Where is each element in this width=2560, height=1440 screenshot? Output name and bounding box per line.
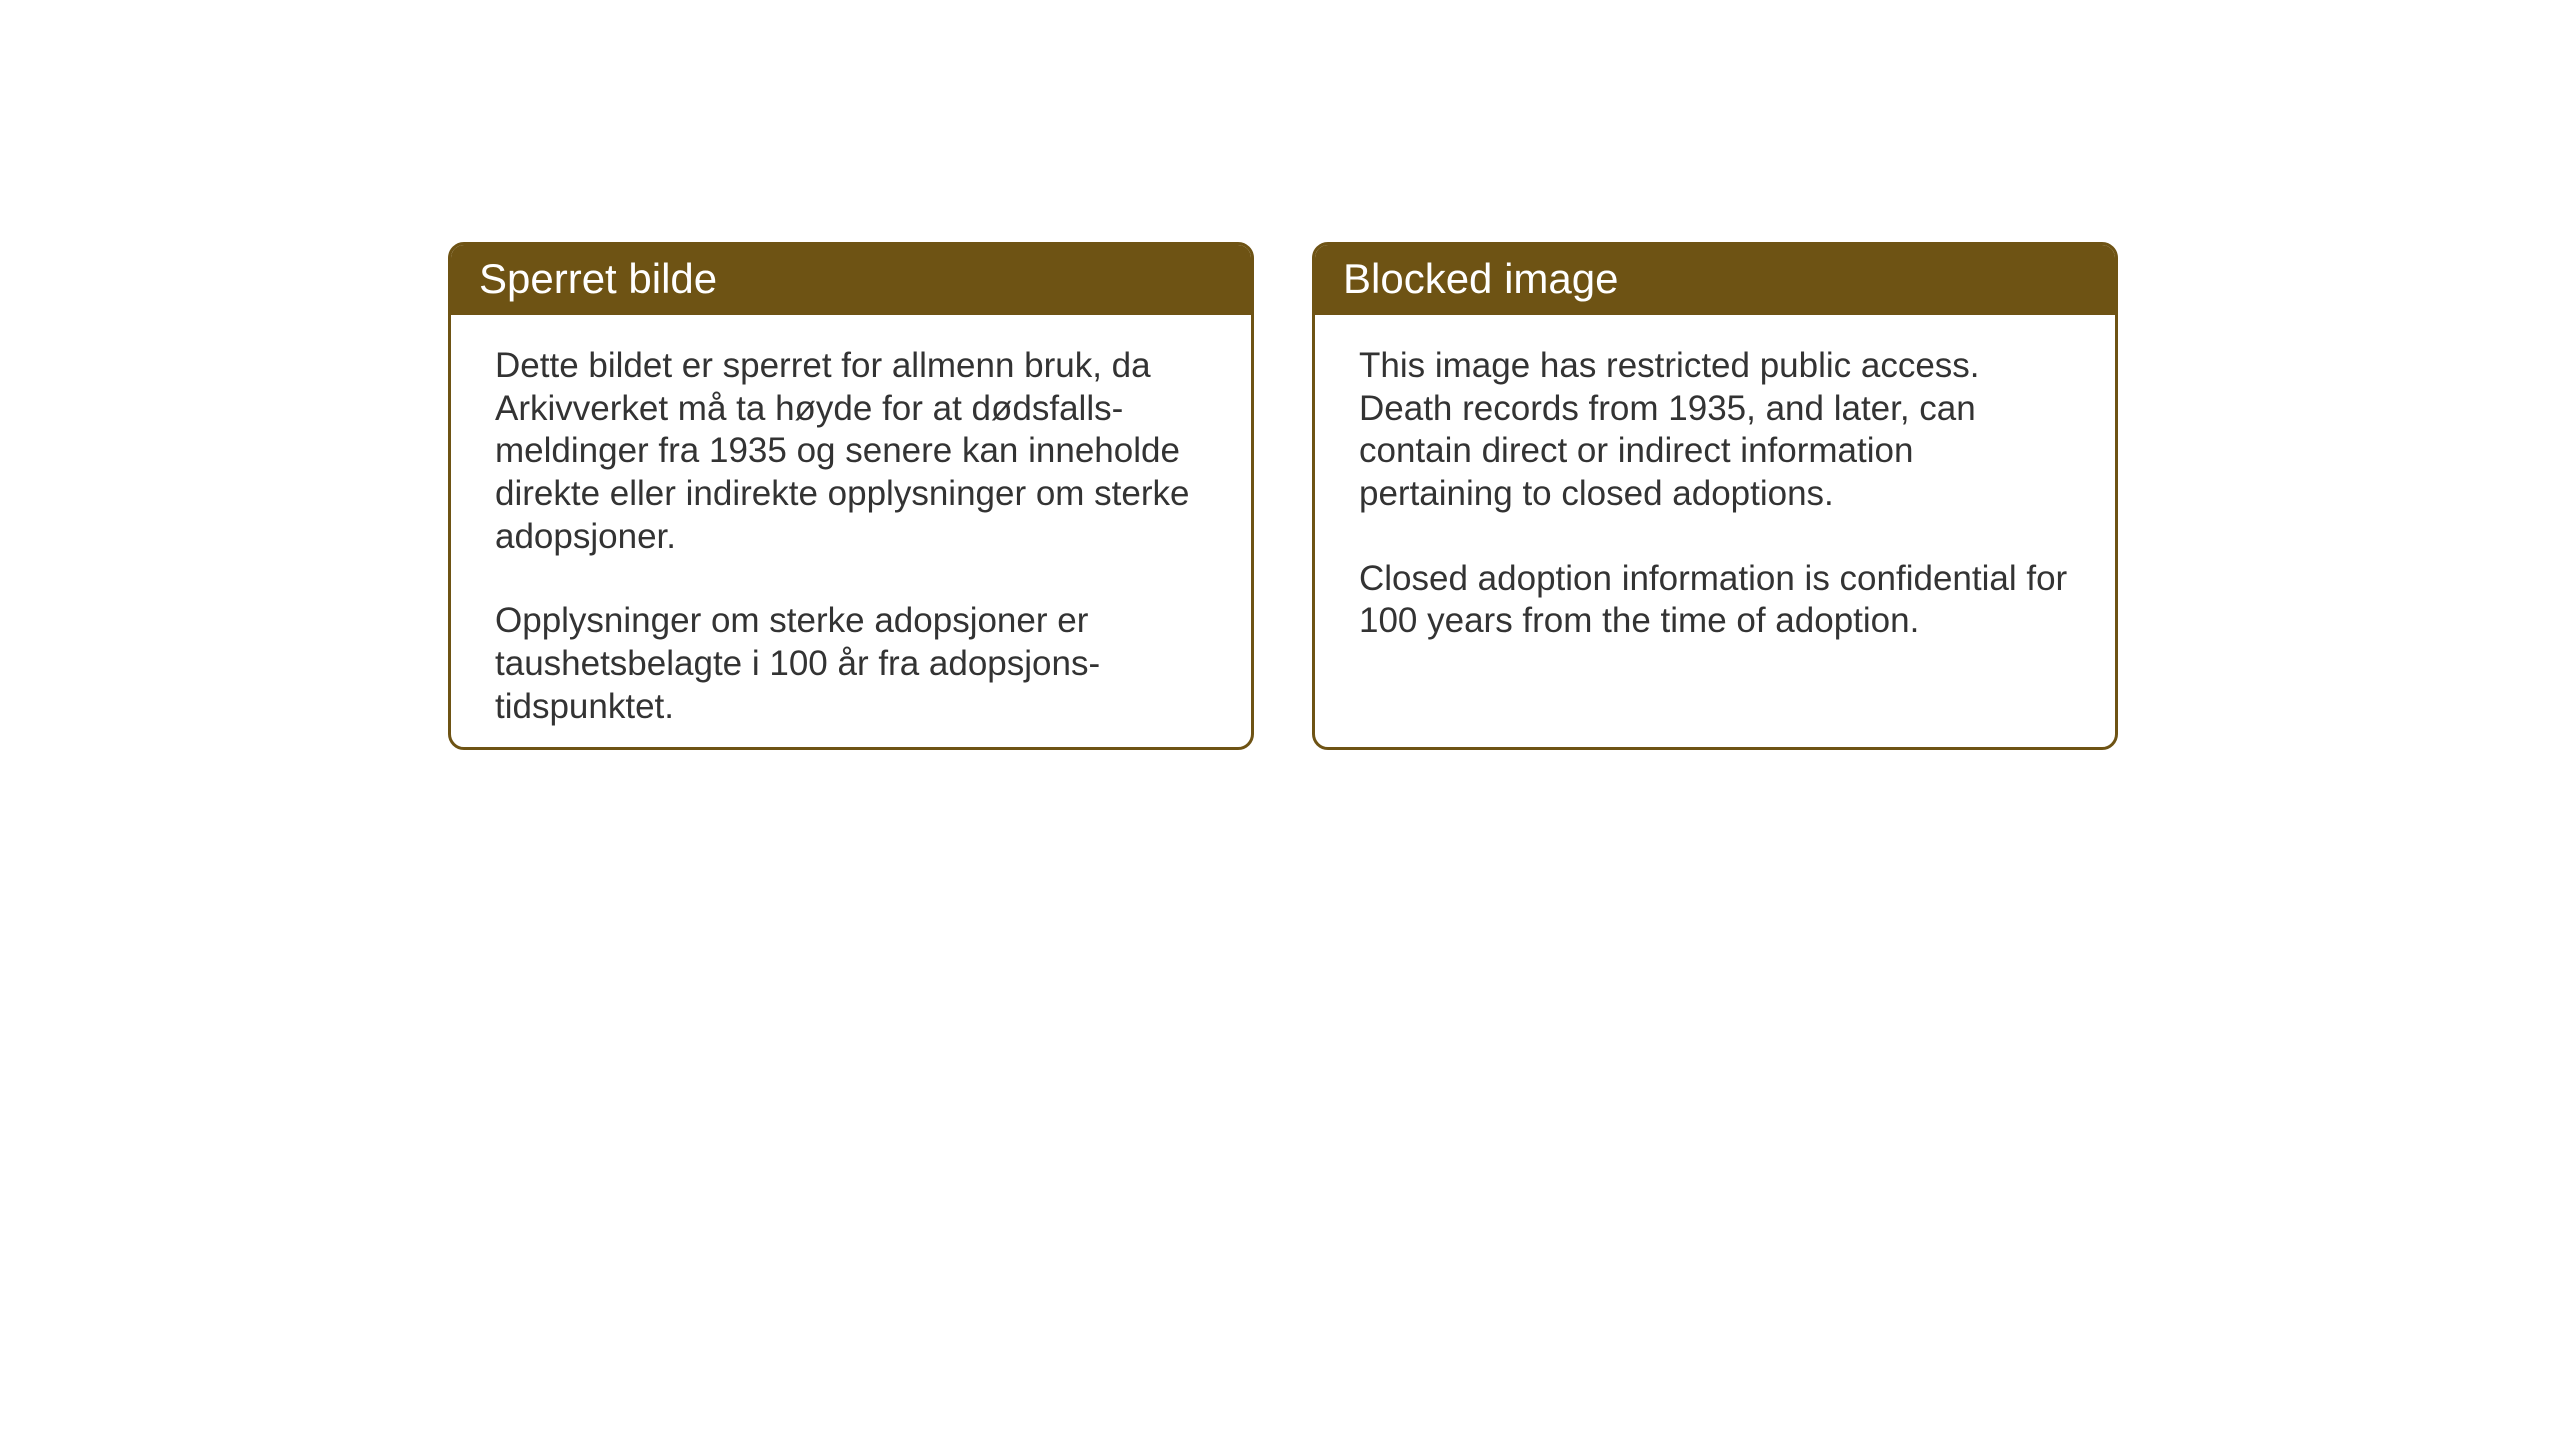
card-english-paragraph-1: This image has restricted public access.… [1359, 345, 2071, 516]
card-norwegian-header: Sperret bilde [451, 245, 1251, 315]
card-norwegian-paragraph-1: Dette bildet er sperret for allmenn bruk… [495, 345, 1207, 558]
cards-container: Sperret bilde Dette bildet er sperret fo… [448, 242, 2118, 750]
card-norwegian-body: Dette bildet er sperret for allmenn bruk… [451, 315, 1251, 750]
card-norwegian-paragraph-2: Opplysninger om sterke adopsjoner er tau… [495, 600, 1207, 728]
card-english-title: Blocked image [1343, 255, 1618, 302]
card-english-body: This image has restricted public access.… [1315, 315, 2115, 673]
card-norwegian: Sperret bilde Dette bildet er sperret fo… [448, 242, 1254, 750]
card-english-paragraph-2: Closed adoption information is confident… [1359, 558, 2071, 643]
card-norwegian-title: Sperret bilde [479, 255, 717, 302]
card-english: Blocked image This image has restricted … [1312, 242, 2118, 750]
card-english-header: Blocked image [1315, 245, 2115, 315]
